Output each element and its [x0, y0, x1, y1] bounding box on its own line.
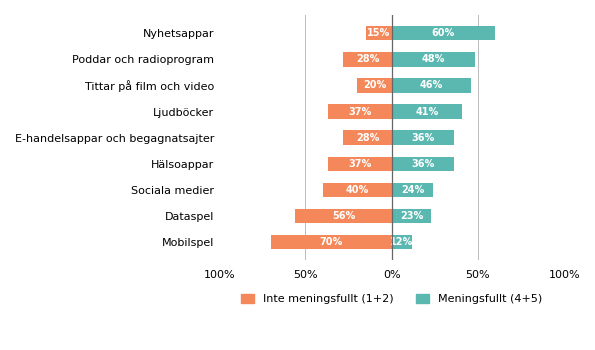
- Bar: [392, 52, 474, 66]
- Bar: [271, 235, 392, 249]
- Text: 28%: 28%: [356, 54, 379, 64]
- Text: 12%: 12%: [390, 237, 414, 247]
- Text: 56%: 56%: [332, 211, 355, 221]
- Bar: [392, 156, 454, 171]
- Text: 20%: 20%: [363, 80, 386, 91]
- Legend: Inte meningsfullt (1+2), Meningsfullt (4+5): Inte meningsfullt (1+2), Meningsfullt (4…: [236, 289, 547, 309]
- Text: 37%: 37%: [348, 159, 371, 169]
- Bar: [328, 104, 392, 119]
- Bar: [366, 26, 392, 41]
- Bar: [392, 183, 433, 197]
- Bar: [328, 156, 392, 171]
- Text: 70%: 70%: [320, 237, 343, 247]
- Bar: [392, 209, 431, 223]
- Bar: [343, 52, 392, 66]
- Bar: [392, 131, 454, 145]
- Text: 40%: 40%: [346, 185, 369, 195]
- Bar: [295, 209, 392, 223]
- Bar: [392, 26, 495, 41]
- Text: 41%: 41%: [415, 106, 439, 117]
- Bar: [392, 78, 471, 93]
- Text: 37%: 37%: [348, 106, 371, 117]
- Text: 48%: 48%: [421, 54, 445, 64]
- Text: 36%: 36%: [411, 133, 434, 143]
- Text: 28%: 28%: [356, 133, 379, 143]
- Text: 60%: 60%: [432, 28, 455, 38]
- Bar: [322, 183, 392, 197]
- Text: 23%: 23%: [400, 211, 423, 221]
- Text: 36%: 36%: [411, 159, 434, 169]
- Text: 24%: 24%: [401, 185, 424, 195]
- Bar: [357, 78, 392, 93]
- Text: 15%: 15%: [367, 28, 390, 38]
- Bar: [392, 235, 412, 249]
- Bar: [392, 104, 462, 119]
- Text: 46%: 46%: [419, 80, 443, 91]
- Bar: [343, 131, 392, 145]
